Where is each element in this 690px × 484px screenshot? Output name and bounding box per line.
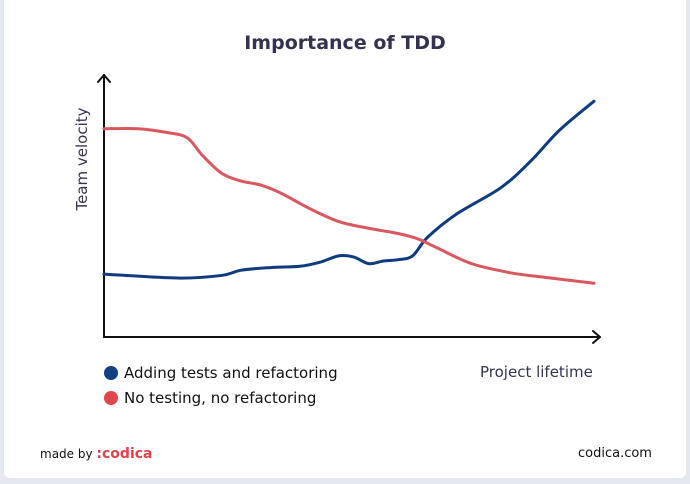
legend-item-tests: Adding tests and refactoring xyxy=(104,364,338,382)
legend-item-no-testing: No testing, no refactoring xyxy=(104,389,316,407)
x-axis-arrow-icon xyxy=(592,330,601,344)
chart-title: Importance of TDD xyxy=(244,32,446,54)
axes xyxy=(97,74,601,344)
legend-label: Adding tests and refactoring xyxy=(124,364,338,382)
y-axis-label: Team velocity xyxy=(73,107,91,211)
site-link: codica.com xyxy=(578,446,652,461)
legend-dot-blue xyxy=(104,366,118,380)
x-axis-label: Project lifetime xyxy=(480,363,593,381)
series-line-0 xyxy=(102,99,596,280)
legend-dot-red xyxy=(104,391,118,405)
legend-label: No testing, no refactoring xyxy=(124,389,317,407)
made-by-text: made by xyxy=(40,447,93,461)
codica-logo: :codica xyxy=(96,446,153,462)
series-line-1 xyxy=(102,126,596,285)
made-by: made by :codica xyxy=(40,446,153,462)
y-axis-arrow-icon xyxy=(97,74,111,83)
